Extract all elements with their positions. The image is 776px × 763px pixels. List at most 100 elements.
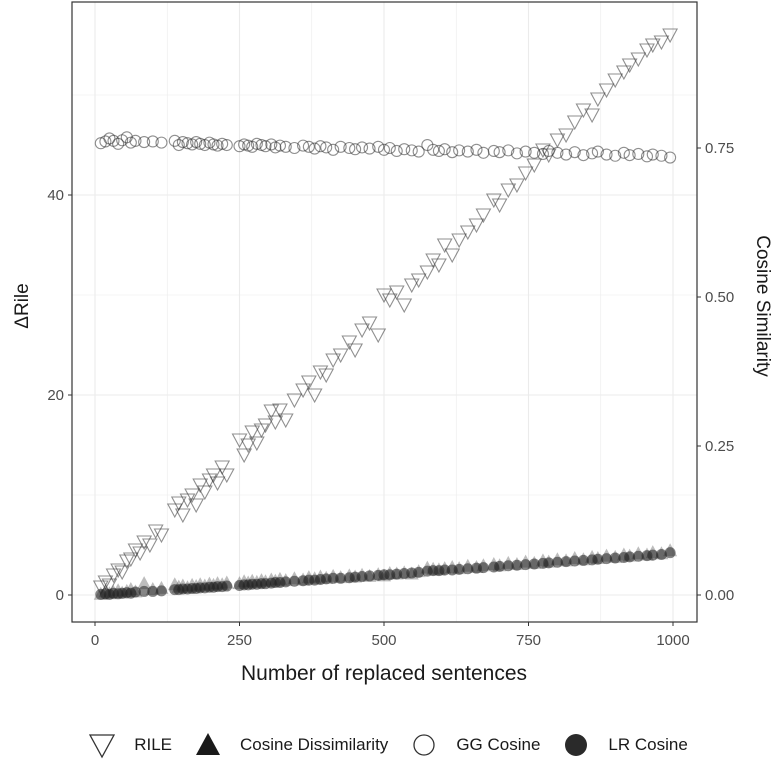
rile-point [332,348,349,364]
gg-cosine-point [493,146,506,159]
lr-cosine-point [147,585,159,597]
gg-cosine-point [176,135,189,149]
y-tick-label: 20 [47,387,64,404]
gg-cosine-point [129,134,142,147]
rile-point [236,448,253,464]
gg-cosine-point [568,146,581,159]
gg-cosine-point [390,144,403,158]
lr-cosine-point [327,572,339,584]
gg-cosine-point [655,149,668,162]
gg-cosine-point [560,148,573,161]
gg-cosine-point [297,139,310,152]
y2-tick-label: 0.75 [705,140,734,157]
rile-point [114,565,131,581]
rile-point [410,273,427,289]
rile-point [485,193,502,209]
legend-label: Cosine Dissimilarity [240,735,389,754]
chart-svg: 0 250 500 750 1000 0 20 40 0.00 0.25 0.50 0.75 ΔRil… [12,1,773,685]
rile-point [196,485,213,501]
lr-cosine-point [655,548,667,560]
lr-cosine-point [609,552,621,564]
rile-point [347,343,364,359]
rile-point [147,524,164,540]
gg-cosine-point [288,141,301,155]
x-tick-label: 500 [371,632,396,649]
rile-point [248,436,265,452]
gg-cosine-point [438,143,451,156]
lr-cosine-point [528,558,540,570]
gg-cosine-point [405,144,418,157]
rile-point [184,488,201,504]
gg-cosine-point [327,143,340,156]
gg-cosine-point [623,149,636,162]
gg-cosine-point [99,135,112,148]
rile-point [451,233,468,249]
gg-cosine-point [577,149,590,162]
lr-cosine-point [129,586,141,598]
rile-point [436,238,453,254]
y2-tick-label: 0.00 [705,587,734,604]
rile-point [306,388,323,404]
legend: RILE Cosine Dissimilarity GG Cosine LR C… [0,727,776,763]
gg-cosine-point [181,137,194,150]
gg-cosine-point [646,148,659,161]
rile-point [607,73,624,89]
lr-cosine-point [647,549,659,561]
lr-cosine-point [288,575,300,587]
gg-cosine-point [487,144,500,158]
lr-cosine-point [462,563,474,575]
rile-point [170,496,187,512]
lr-cosine-point [543,557,555,569]
legend-item-rile: RILE [88,731,172,759]
gg-cosine-point [308,142,321,155]
rile-point [589,92,606,108]
rile-point [295,383,312,399]
rile-point [662,28,679,44]
rile-point [558,128,574,144]
circle-open-icon [413,734,435,756]
cosine-dissimilarity-point [137,576,152,590]
rile-point [630,52,647,68]
lr-cosine-point [632,550,644,562]
gg-cosine-point [510,147,523,160]
x-tick-label: 750 [516,632,541,649]
rile-point [535,143,551,159]
gg-cosine-point [432,144,445,158]
rile-point [240,438,257,454]
gg-cosine-point [265,138,278,151]
rile-point [403,278,420,294]
rile-point [318,368,335,384]
lr-cosine-point [280,576,292,588]
gg-cosine-point [412,145,425,158]
rile-point [174,508,191,524]
rile-point [153,528,170,544]
rile-point [468,218,485,234]
lr-cosine-point [511,559,523,571]
legend-label: RILE [134,735,172,754]
gg-cosine-point [377,143,391,156]
gg-cosine-point [372,140,385,153]
rile-point [354,323,370,339]
legend-item-cosine-dissimilarity: Cosine Dissimilarity [194,731,388,759]
rile-point [475,208,492,224]
gg-cosine-point [461,145,474,158]
rile-point [122,552,139,568]
gg-cosine-point [427,143,440,156]
rile-point [396,298,413,314]
gg-cosine-point [355,141,369,154]
lr-cosine-point [413,566,425,578]
lr-cosine-point [138,585,150,597]
rile-point [644,38,661,54]
rile-point [566,115,583,131]
lr-cosine-point [439,564,451,576]
axis-ticks: 0 250 500 750 1000 0 20 40 0.00 0.25 0.50 0.75 [47,140,734,649]
data-points [92,28,679,600]
circle-filled-icon [565,734,588,756]
legend-item-lr-cosine: LR Cosine [562,731,688,759]
rile-point [444,248,461,264]
lr-cosine-point [624,551,636,563]
x-tick-label: 0 [91,632,99,649]
rile-point [459,225,476,241]
gridlines [72,2,697,622]
gg-cosine-point [155,136,168,149]
